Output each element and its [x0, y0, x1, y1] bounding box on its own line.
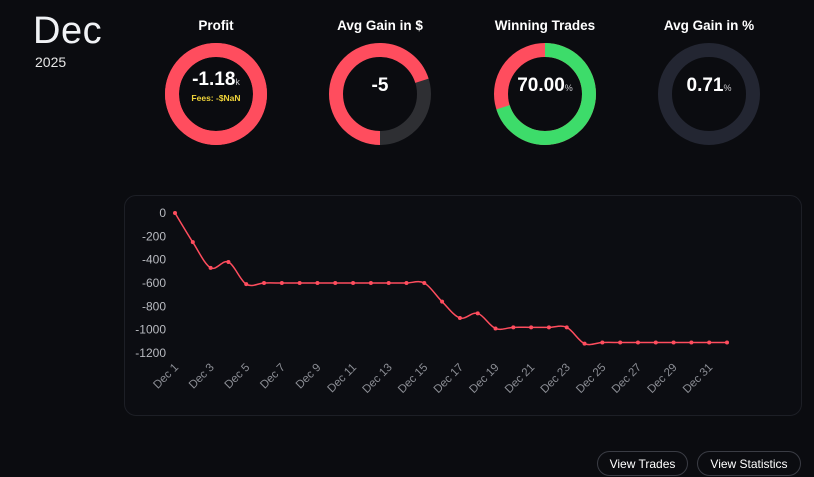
data-point[interactable] — [351, 281, 356, 285]
x-tick-label: Dec 15 — [396, 362, 430, 396]
x-tick-label: Dec 5 — [223, 362, 253, 392]
avg-gain-dollar-value: -5 — [371, 75, 389, 96]
y-tick-label: -1200 — [135, 346, 166, 360]
data-point[interactable] — [404, 281, 409, 285]
stat-profit: Profit -1.18k Fees: -$NaN — [131, 18, 301, 147]
x-tick-label: Dec 3 — [187, 362, 217, 392]
avg-gain-percent-donut: 0.71% — [656, 41, 762, 147]
y-tick-label: -1000 — [135, 323, 166, 337]
data-point[interactable] — [511, 325, 516, 330]
data-point[interactable] — [475, 311, 480, 316]
series-line — [174, 212, 727, 346]
stat-title: Avg Gain in % — [663, 18, 755, 33]
view-statistics-button[interactable]: View Statistics — [697, 451, 801, 476]
data-point[interactable] — [386, 281, 391, 285]
data-point[interactable] — [190, 240, 195, 245]
data-point[interactable] — [368, 281, 373, 285]
donut-arc — [329, 43, 431, 145]
x-tick-label: Dec 19 — [467, 362, 501, 396]
data-point[interactable] — [279, 281, 284, 285]
donut-track — [658, 43, 760, 145]
view-trades-button[interactable]: View Trades — [597, 451, 688, 476]
data-point[interactable] — [493, 326, 498, 331]
y-tick-label: -600 — [142, 276, 166, 290]
data-point[interactable] — [725, 340, 729, 345]
data-point[interactable] — [671, 340, 676, 345]
data-point[interactable] — [333, 281, 338, 285]
data-point[interactable] — [546, 325, 551, 330]
stat-title: Avg Gain in $ — [337, 18, 423, 33]
data-point[interactable] — [635, 340, 640, 345]
data-point[interactable] — [618, 340, 623, 345]
data-point[interactable] — [208, 265, 213, 270]
y-tick-label: -400 — [142, 253, 166, 267]
data-point[interactable] — [564, 325, 569, 330]
x-tick-label: Dec 7 — [258, 362, 288, 392]
data-point[interactable] — [440, 299, 445, 304]
x-tick-label: Dec 1 — [151, 362, 181, 392]
winning-trades-donut: 70.00% — [492, 41, 598, 147]
data-point[interactable] — [262, 281, 267, 285]
profit-value: -1.18 — [192, 69, 236, 90]
x-tick-label: Dec 31 — [681, 362, 715, 396]
data-point[interactable] — [173, 211, 177, 215]
data-point[interactable] — [689, 340, 694, 345]
data-point[interactable] — [653, 340, 658, 345]
data-point[interactable] — [582, 341, 587, 346]
x-tick-label: Dec 13 — [361, 362, 395, 396]
avg-gain-percent-value: 0.71 — [686, 75, 724, 96]
data-point[interactable] — [422, 281, 427, 285]
donut-arc — [165, 43, 267, 145]
year-label: 2025 — [35, 54, 67, 70]
data-point[interactable] — [315, 281, 320, 285]
donut-arc — [494, 43, 596, 145]
y-tick-label: 0 — [159, 206, 166, 220]
x-tick-label: Dec 25 — [574, 362, 608, 396]
stat-title: Profit — [198, 18, 234, 33]
data-point[interactable] — [529, 325, 534, 330]
data-point[interactable] — [707, 340, 712, 345]
winning-trades-value: 70.00 — [517, 75, 565, 96]
stat-avg-gain-dollar: Avg Gain in $ -5 — [295, 18, 465, 147]
x-tick-label: Dec 27 — [610, 362, 644, 396]
data-point[interactable] — [600, 340, 605, 345]
x-tick-label: Dec 23 — [539, 362, 573, 396]
x-tick-label: Dec 9 — [294, 362, 324, 392]
stat-title: Winning Trades — [494, 18, 596, 33]
data-point[interactable] — [226, 260, 231, 264]
profit-unit: k — [235, 77, 240, 87]
data-point[interactable] — [297, 281, 302, 285]
data-point[interactable] — [457, 316, 462, 320]
data-point[interactable] — [244, 282, 249, 287]
y-tick-label: -200 — [142, 229, 166, 243]
month-title: Dec — [33, 10, 103, 52]
avg-gain-dollar-donut: -5 — [327, 41, 433, 147]
x-tick-label: Dec 21 — [503, 362, 537, 396]
y-tick-label: -800 — [142, 299, 166, 313]
x-tick-label: Dec 29 — [645, 362, 679, 396]
profit-donut: -1.18k Fees: -$NaN — [163, 41, 269, 147]
fees-label: Fees: -$NaN — [191, 93, 241, 103]
avg-gain-percent-unit: % — [723, 83, 732, 93]
x-tick-label: Dec 11 — [326, 362, 360, 396]
stat-winning-trades: Winning Trades 70.00% — [460, 18, 630, 147]
stat-avg-gain-percent: Avg Gain in % 0.71% — [624, 18, 794, 147]
winning-trades-unit: % — [564, 83, 573, 93]
pnl-chart-card: 0 -200 -400 -600 -800 -1000 -1200 Dec 1 Dec 3 Dec… — [124, 195, 802, 416]
x-tick-label: Dec 17 — [432, 362, 466, 396]
